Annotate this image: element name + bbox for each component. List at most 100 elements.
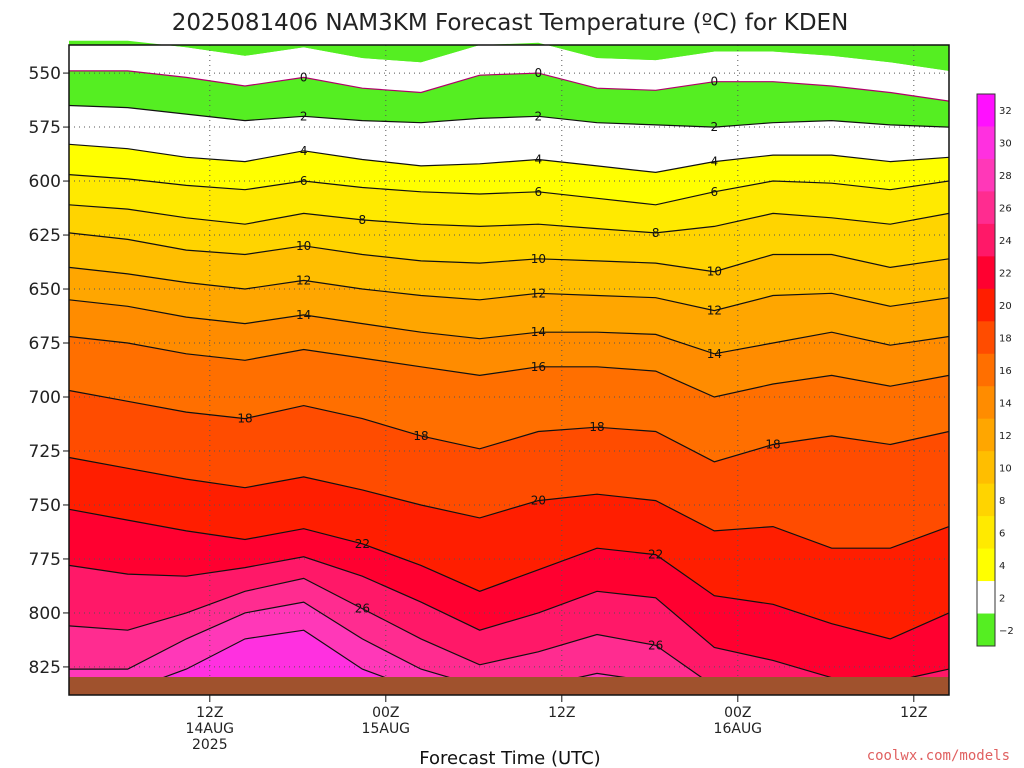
colorbar-swatch	[977, 548, 995, 582]
y-tick-label: 675	[29, 334, 61, 354]
isotherm-label-2: 2	[300, 109, 308, 123]
isotherm-label-22: 22	[355, 537, 370, 551]
dotted-grid	[69, 45, 949, 695]
colorbar-tick-label: 18	[999, 334, 1012, 345]
isotherm-label-6: 6	[535, 185, 543, 199]
x-tick-label: 14AUG	[186, 721, 235, 737]
colorbar-swatch	[977, 126, 995, 160]
y-tick-label: 800	[29, 604, 61, 624]
band-0	[69, 40, 949, 102]
terrain-ground	[69, 677, 949, 695]
isotherm-18	[68, 389, 950, 463]
credit-text: coolwx.com/models	[867, 748, 1010, 764]
isotherm-6	[68, 174, 950, 206]
isotherm-label-0: 0	[300, 70, 308, 84]
y-tick-label: 625	[29, 226, 61, 246]
isotherm-label-2: 2	[711, 120, 719, 134]
x-tick-label: 12Z	[548, 705, 575, 721]
x-tick-label: 12Z	[900, 705, 927, 721]
x-tick-label: 00Z	[724, 705, 751, 721]
colorbar-swatch	[977, 223, 995, 257]
y-tick-label: 750	[29, 496, 61, 516]
isotherm-label-22: 22	[648, 548, 663, 562]
colorbar-tick-label: 26	[999, 204, 1012, 215]
colorbar-tick-label: 16	[999, 366, 1012, 377]
colorbar-tick-label: 10	[999, 463, 1012, 474]
colorbar-swatch	[977, 191, 995, 225]
band-24	[69, 556, 949, 691]
colorbar-swatch	[977, 451, 995, 485]
isotherm-label-10: 10	[707, 265, 722, 279]
colorbar-tick-label: 20	[999, 301, 1012, 312]
colorbar-swatch	[977, 613, 995, 647]
isotherm-label-4: 4	[300, 144, 308, 158]
pressure-axis: 550 575 600 625 650 675 700 725 750 775 800 825	[29, 64, 69, 678]
isotherm-label-26: 26	[648, 638, 663, 652]
isotherm-label-26: 26	[355, 602, 370, 616]
band-28	[69, 602, 949, 691]
isotherm-14	[68, 299, 950, 355]
isotherm-label-18: 18	[589, 420, 604, 434]
colorbar-swatch	[977, 353, 995, 387]
colorbar-swatch	[977, 256, 995, 290]
y-tick-label: 575	[29, 118, 61, 138]
isotherm-label-10: 10	[296, 239, 311, 253]
colorbar-swatch	[977, 158, 995, 192]
band-2	[69, 105, 949, 173]
isotherm-label-6: 6	[300, 174, 308, 188]
colorbar-swatch	[977, 321, 995, 355]
band-10	[69, 232, 949, 311]
y-tick-label: 775	[29, 550, 61, 570]
x-tick-label: 16AUG	[714, 721, 763, 737]
isotherm-label-18: 18	[413, 429, 428, 443]
colorbar-tick-label: 32	[999, 106, 1012, 117]
isotherm-label-12: 12	[707, 304, 722, 318]
x-tick-label: 12Z	[196, 705, 223, 721]
isotherm-label-6: 6	[711, 185, 719, 199]
colorbar-frame	[976, 93, 996, 647]
colorbar-swatch	[977, 418, 995, 452]
colorbar-swatch	[977, 581, 995, 615]
isotherm-label-16: 16	[531, 360, 546, 374]
y-tick-label: 600	[29, 172, 61, 192]
colorbar-swatch	[977, 386, 995, 420]
isotherm-label-8: 8	[359, 213, 367, 227]
colorbar-tick-label: 12	[999, 431, 1012, 442]
isotherm-label-0: 0	[535, 66, 543, 80]
colorbar-tick-label: −2	[999, 626, 1014, 637]
colorbar-tick-label: 24	[999, 236, 1012, 247]
y-tick-label: 550	[29, 64, 61, 84]
plot-frame	[68, 44, 950, 696]
isotherm-22	[68, 508, 950, 640]
x-tick-label: 2025	[192, 737, 228, 753]
isotherm-label-2: 2	[535, 109, 543, 123]
colorbar-tick-label: 30	[999, 139, 1012, 150]
colorbar-swatch	[977, 483, 995, 517]
y-tick-label: 825	[29, 658, 61, 678]
isotherm-16	[68, 335, 950, 398]
x-tick-label: 15AUG	[362, 721, 411, 737]
band-26	[69, 578, 949, 691]
isotherm-label-18: 18	[237, 412, 252, 426]
colorbar-tick-label: 6	[999, 528, 1005, 539]
y-tick-label: 650	[29, 280, 61, 300]
isotherm-label-12: 12	[296, 273, 311, 287]
band-22	[69, 509, 949, 682]
band-8	[69, 204, 949, 272]
isotherm-label-14: 14	[531, 325, 546, 339]
isotherm-label-0: 0	[711, 75, 719, 89]
band-0	[69, 70, 949, 128]
colorbar-tick-label: 2	[999, 593, 1005, 604]
isotherm-4	[68, 143, 950, 174]
colorbar-swatch	[977, 516, 995, 550]
isotherm-label-14: 14	[707, 347, 722, 361]
chart-title: 2025081406 NAM3KM Forecast Temperature (…	[172, 10, 849, 36]
isotherm-0	[69, 70, 950, 102]
isotherm-12	[68, 266, 950, 312]
colorbar-tick-label: 22	[999, 269, 1012, 280]
isotherm-10	[68, 232, 950, 273]
